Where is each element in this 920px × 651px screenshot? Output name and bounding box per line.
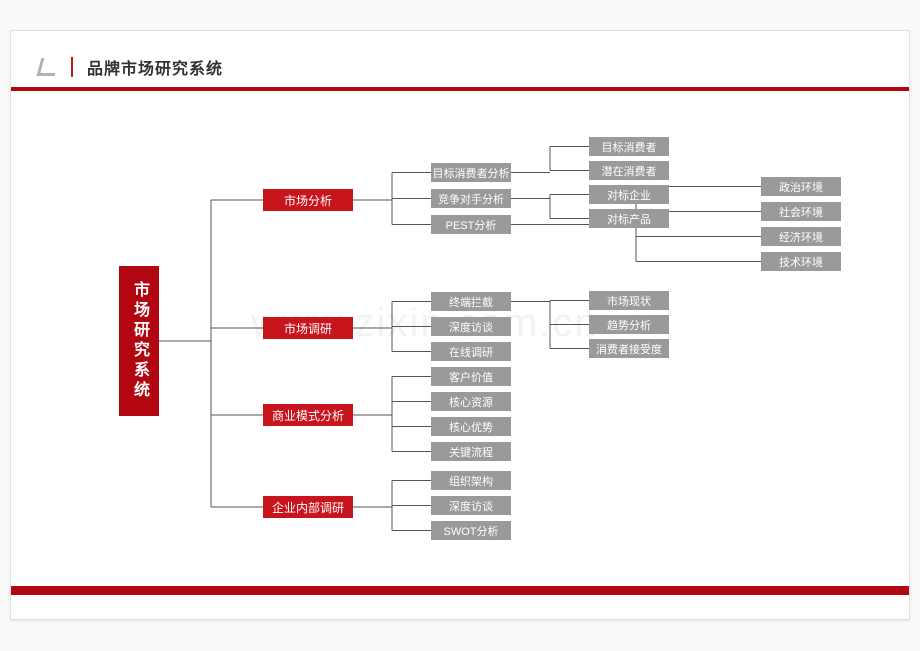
- tree-diagram: www.zixin.com.cn 市场研究系统市场分析市场调研商业模式分析企业内…: [11, 91, 911, 571]
- l2-node-0: 目标消费者分析: [431, 163, 511, 182]
- l2-node-12: SWOT分析: [431, 521, 511, 540]
- accent-bar-bottom: [11, 586, 909, 595]
- l2-node-8: 核心优势: [431, 417, 511, 436]
- l1-node-a: 市场分析: [263, 189, 353, 211]
- l1-node-c: 商业模式分析: [263, 404, 353, 426]
- l3-node-4: 市场现状: [589, 291, 669, 310]
- l4-node-1: 社会环境: [761, 202, 841, 221]
- l1-node-b: 市场调研: [263, 317, 353, 339]
- l4-node-3: 技术环境: [761, 252, 841, 271]
- l2-node-7: 核心资源: [431, 392, 511, 411]
- l3-node-2: 对标企业: [589, 185, 669, 204]
- l3-node-6: 消费者接受度: [589, 339, 669, 358]
- l2-node-1: 竞争对手分析: [431, 189, 511, 208]
- l2-node-9: 关键流程: [431, 442, 511, 461]
- l2-node-6: 客户价值: [431, 367, 511, 386]
- l3-node-5: 趋势分析: [589, 315, 669, 334]
- l2-node-2: PEST分析: [431, 215, 511, 234]
- l2-node-11: 深度访谈: [431, 496, 511, 515]
- header-divider: [71, 57, 73, 77]
- l2-node-10: 组织架构: [431, 471, 511, 490]
- root-node: 市场研究系统: [119, 266, 159, 416]
- slide: 品牌市场研究系统 www.zixin.com.cn 市场研究系统市场分析市场调研…: [10, 30, 910, 620]
- l3-node-0: 目标消费者: [589, 137, 669, 156]
- l2-node-3: 终端拦截: [431, 292, 511, 311]
- l3-node-3: 对标产品: [589, 209, 669, 228]
- header-logo-icon: [37, 58, 60, 76]
- l2-node-5: 在线调研: [431, 342, 511, 361]
- slide-header: 品牌市场研究系统: [39, 55, 223, 79]
- l1-node-d: 企业内部调研: [263, 496, 353, 518]
- l3-node-1: 潜在消费者: [589, 161, 669, 180]
- l4-node-0: 政治环境: [761, 177, 841, 196]
- page-title: 品牌市场研究系统: [87, 55, 223, 79]
- l2-node-4: 深度访谈: [431, 317, 511, 336]
- l4-node-2: 经济环境: [761, 227, 841, 246]
